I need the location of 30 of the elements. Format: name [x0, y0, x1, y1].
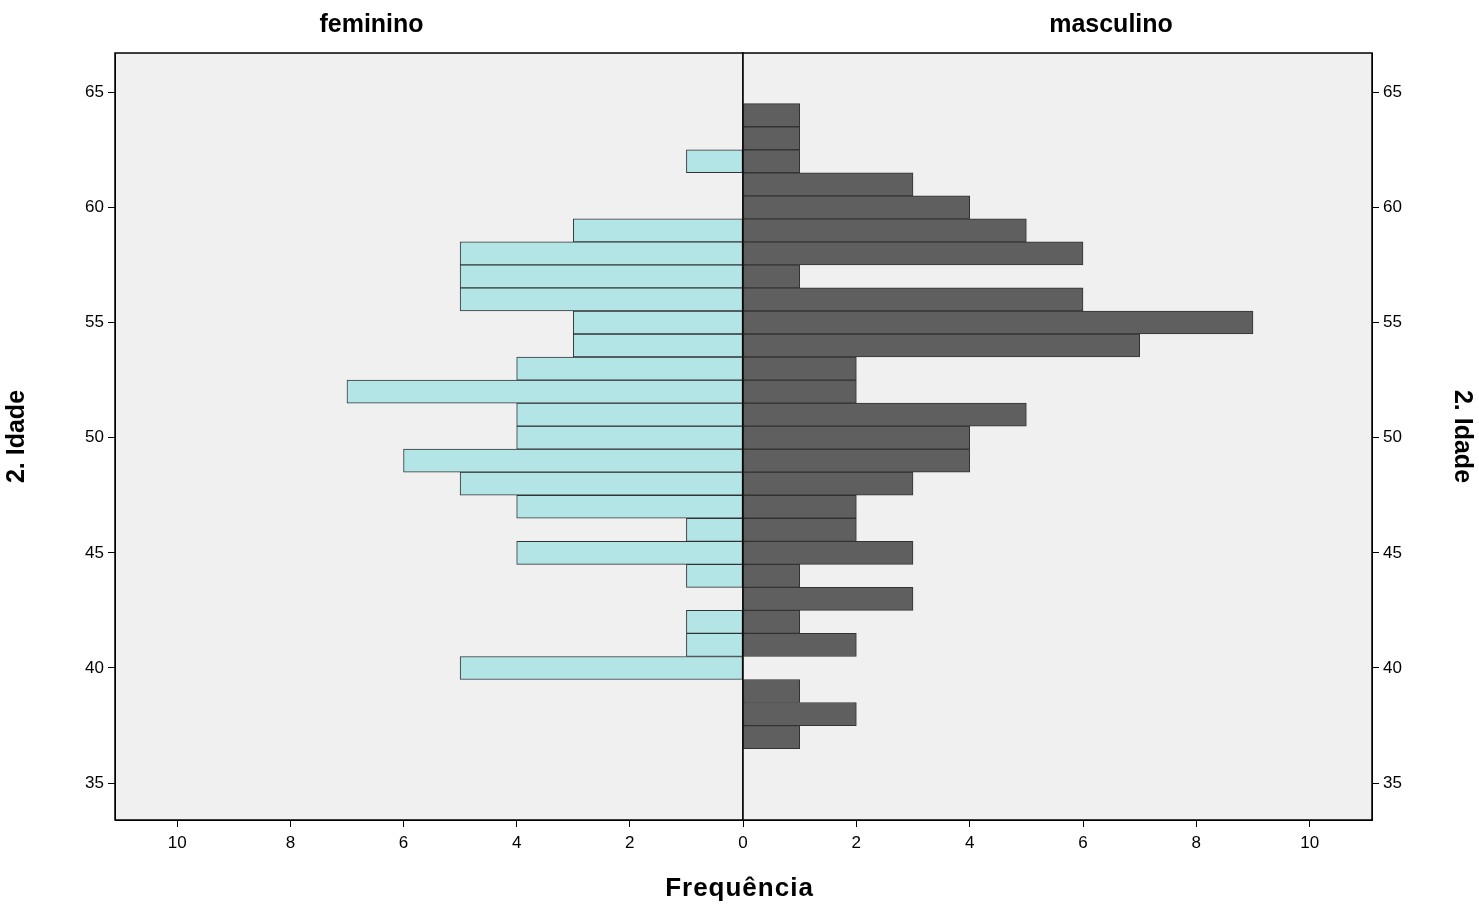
x-axis-title: Frequência: [664, 872, 815, 903]
x-tick-label: 4: [511, 832, 522, 852]
x-tick-label: 8: [285, 832, 296, 852]
y-tick-label: 40: [85, 657, 104, 677]
y-tick-label: 50: [85, 427, 104, 447]
y-tick-label: 55: [85, 312, 104, 332]
y-axis-title: 2. Idade: [0, 389, 29, 484]
x-tick-label: 4: [964, 832, 975, 852]
x-tick-label: 8: [1191, 832, 1202, 852]
y-tick-label: 40: [1383, 657, 1402, 677]
y-tick-label: 35: [1383, 772, 1402, 792]
y-tick-label: 60: [1383, 197, 1402, 217]
x-tick-label: 6: [398, 832, 409, 852]
x-tick-label: 10: [167, 832, 187, 852]
y-tick-label: 65: [1383, 81, 1402, 101]
y-tick-label: 45: [1383, 542, 1402, 562]
y-axis-title: 2. Idade: [1450, 389, 1479, 484]
x-tick-label: 0: [738, 832, 748, 852]
x-tick-label: 2: [851, 832, 862, 852]
y-tick-label: 45: [85, 542, 104, 562]
y-tick-label: 60: [85, 197, 104, 217]
y-tick-label: 35: [85, 772, 104, 792]
y-tick-label: 55: [1383, 312, 1402, 332]
y-tick-label: 65: [85, 81, 104, 101]
chart-title: feminino: [319, 8, 424, 37]
y-tick-label: 50: [1383, 427, 1402, 447]
x-tick-label: 6: [1078, 832, 1088, 852]
x-tick-label: 10: [1300, 832, 1320, 852]
chart-title: masculino: [1049, 8, 1173, 37]
x-tick-label: 2: [625, 832, 635, 852]
